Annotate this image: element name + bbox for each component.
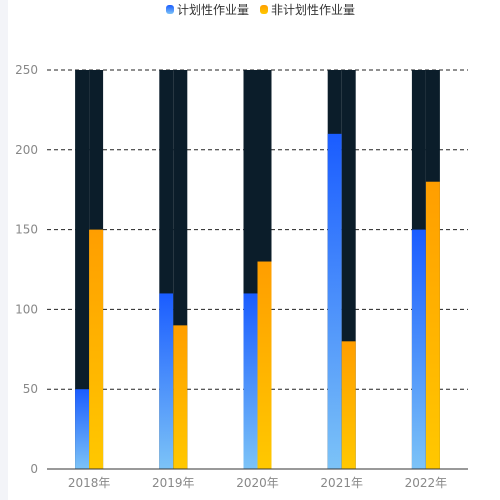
legend-swatch <box>260 5 268 14</box>
x-tick-label: 2019年 <box>152 476 195 490</box>
legend-label: 非计划性作业量 <box>271 3 355 17</box>
background-bar <box>75 70 90 469</box>
bar-0-0 <box>75 389 90 469</box>
bar-1-2 <box>257 261 272 469</box>
bar-1-0 <box>89 229 104 469</box>
bar-0-3 <box>327 133 342 469</box>
y-tick-label: 100 <box>15 302 38 316</box>
x-tick-label: 2022年 <box>405 476 448 490</box>
legend-label: 计划性作业量 <box>177 3 249 17</box>
y-tick-label: 50 <box>23 382 38 396</box>
bar-0-4 <box>411 229 426 469</box>
bar-0-2 <box>243 293 258 469</box>
bar-0-1 <box>159 293 174 469</box>
legend: 计划性作业量 非计划性作业量 <box>166 3 355 17</box>
y-tick-label: 150 <box>15 223 38 237</box>
axes: 0 50 100 150 200 250 2018年 2019年 2020年 2021年 2022年 <box>15 63 468 490</box>
x-tick-label: 2020年 <box>236 476 279 490</box>
legend-swatch <box>166 5 174 14</box>
y-tick-label: 200 <box>15 143 38 157</box>
bar-1-4 <box>425 181 440 469</box>
bar-1-3 <box>341 341 356 469</box>
y-tick-label: 0 <box>30 462 38 476</box>
bar-1-1 <box>173 325 188 469</box>
x-tick-label: 2018年 <box>68 476 111 490</box>
bars <box>75 70 440 469</box>
x-tick-label: 2021年 <box>320 476 363 490</box>
y-tick-label: 250 <box>15 63 38 77</box>
